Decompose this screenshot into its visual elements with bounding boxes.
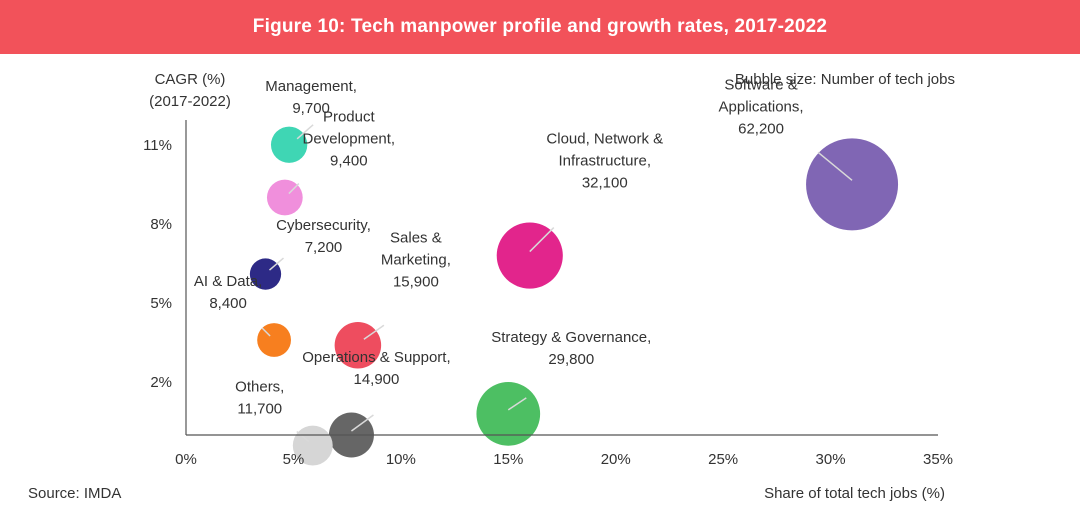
bubble-label-line: Cybersecurity,: [276, 217, 371, 234]
leader-line: [261, 327, 271, 337]
bubble-size-note: Bubble size: Number of tech jobs: [735, 71, 955, 88]
x-tick-label: 35%: [923, 451, 953, 468]
bubble-label: Software & Applications, 62,200: [719, 76, 804, 137]
y-tick-label: 2%: [150, 374, 172, 391]
bubble-label-line: 15,900: [393, 273, 439, 290]
bubble-label: Product Development, 9,400: [303, 109, 396, 170]
leader-lines-layer: [261, 124, 853, 443]
bubble-label: Sales & Marketing, 15,900: [381, 229, 451, 290]
bubble-label-line: Applications,: [719, 98, 804, 115]
y-ticks: 2% 5% 8% 11%: [143, 137, 172, 391]
bubble-label: Strategy & Governance, 29,800: [491, 329, 651, 368]
bubble-label-line: Software &: [724, 76, 797, 93]
bubble-label-line: Marketing,: [381, 251, 451, 268]
bubble-5: [334, 322, 382, 369]
x-tick-label: 20%: [601, 451, 631, 468]
bubble-8: [476, 382, 541, 446]
bubble-label: Cybersecurity, 7,200: [276, 217, 371, 256]
bubble-label-line: AI & Data,: [194, 273, 262, 290]
bubble-label-line: 29,800: [548, 351, 594, 368]
x-tick-label: 30%: [816, 451, 846, 468]
bubble-label-line: Cloud, Network &: [546, 131, 663, 148]
leader-line: [529, 227, 555, 253]
bubble-label-line: Strategy & Governance,: [491, 329, 651, 346]
bubble-label-line: Operations & Support,: [302, 349, 450, 366]
bubbles-layer: [249, 126, 899, 466]
bubble-label: AI & Data, 8,400: [194, 273, 262, 312]
x-tick-label: 25%: [708, 451, 738, 468]
bubble-label-line: Others,: [235, 379, 284, 396]
bubble-label-line: 9,700: [292, 100, 330, 117]
bubble-label-line: 9,400: [330, 153, 368, 170]
leader-line: [296, 430, 310, 443]
bubble-label: Operations & Support, 14,900: [302, 349, 450, 388]
x-axis-title: Share of total tech jobs (%): [764, 485, 945, 502]
leader-line: [296, 124, 314, 140]
y-axis-title-line1: CAGR (%): [155, 71, 226, 88]
x-ticks: 0% 5% 10% 15% 20% 25% 30% 35%: [175, 451, 953, 468]
bubble-label-line: Development,: [303, 131, 396, 148]
leader-line: [363, 324, 385, 340]
bubble-6: [496, 222, 563, 289]
leader-line: [269, 257, 284, 271]
bubble-label-line: 32,100: [582, 175, 628, 192]
bubble-label: Others, 11,700: [235, 379, 284, 418]
y-tick-label: 5%: [150, 295, 172, 312]
bubble-label-line: 8,400: [209, 295, 247, 312]
bubble-label-line: Infrastructure,: [558, 153, 651, 170]
figure-title: Figure 10: Tech manpower profile and gro…: [252, 16, 828, 37]
bubble-7: [806, 138, 899, 231]
y-axis-title-line2: (2017-2022): [149, 93, 231, 110]
bubble-label-line: Management,: [265, 78, 357, 95]
bubble-label-line: 11,700: [237, 401, 282, 418]
bubble-label-line: 14,900: [353, 371, 399, 388]
x-tick-label: 0%: [175, 451, 197, 468]
bubble-label-line: Product: [323, 109, 376, 126]
bubble-label: Cloud, Network & Infrastructure, 32,100: [546, 131, 663, 192]
x-tick-label: 15%: [493, 451, 523, 468]
leader-line: [350, 414, 374, 432]
source-note: Source: IMDA: [28, 485, 121, 502]
leader-line: [507, 397, 527, 411]
bubble-label: Management, 9,700: [265, 78, 357, 117]
y-tick-label: 11%: [143, 137, 172, 154]
leader-line: [817, 151, 853, 181]
bubble-1: [270, 126, 308, 163]
x-tick-label: 10%: [386, 451, 416, 468]
leader-line: [288, 183, 300, 195]
y-tick-label: 8%: [150, 216, 172, 233]
bubble-label-line: Sales &: [390, 229, 442, 246]
bubble-label-line: 7,200: [305, 239, 343, 256]
figure-banner: Figure 10: Tech manpower profile and gro…: [0, 0, 1080, 54]
x-tick-label: 5%: [283, 451, 305, 468]
bubble-label-line: 62,200: [738, 120, 784, 137]
